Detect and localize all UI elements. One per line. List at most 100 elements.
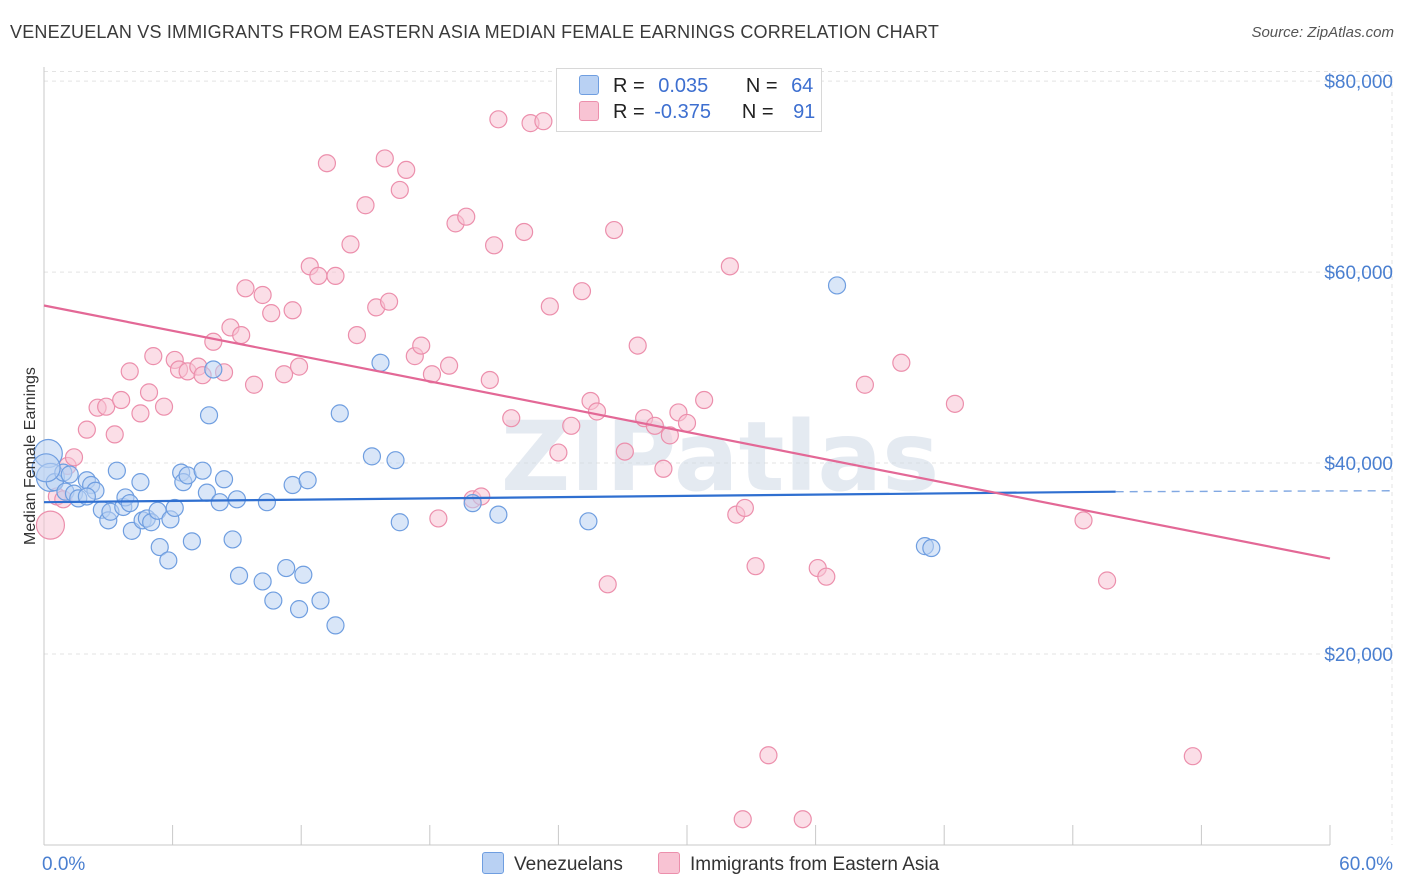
data-point: [855, 375, 874, 394]
data-point: [817, 567, 836, 586]
data-point: [326, 266, 345, 285]
data-point: [289, 357, 309, 376]
data-point: [257, 493, 277, 512]
chart-title: VENEZUELAN VS IMMIGRANTS FROM EASTERN AS…: [10, 22, 940, 42]
data-point: [232, 325, 251, 345]
data-point: [615, 442, 634, 461]
data-point: [341, 235, 360, 254]
data-point: [549, 443, 568, 462]
data-point: [182, 532, 201, 551]
data-point: [178, 466, 197, 485]
legend-label: Immigrants from Eastern Asia: [690, 854, 940, 875]
data-point: [262, 304, 281, 323]
data-point: [112, 390, 131, 410]
data-point: [35, 510, 66, 540]
data-point: [253, 572, 272, 591]
data-point: [371, 353, 390, 372]
data-point: [330, 404, 349, 423]
data-point: [439, 356, 459, 375]
data-point: [598, 575, 617, 594]
data-point: [695, 390, 714, 410]
data-point: [489, 505, 508, 524]
trend-line-venezuelans-extension: [1115, 490, 1393, 493]
series-immigrants-eastern-asia: [35, 110, 1202, 829]
x-tick-label: 60.0%: [1339, 854, 1393, 875]
data-point: [480, 370, 499, 390]
y-tick-label: $80,000: [1324, 72, 1393, 93]
data-point: [199, 406, 219, 425]
data-point: [159, 551, 178, 570]
data-point: [1074, 511, 1093, 530]
data-point: [274, 365, 294, 384]
legend-swatch-pink: [658, 852, 680, 874]
data-point: [397, 160, 416, 180]
tick-labels: $20,000 $40,000 $60,000 $80,000 0.0% 60.0%: [42, 72, 1393, 875]
data-point: [229, 566, 249, 585]
legend-r-value: 0.035: [658, 75, 709, 97]
data-point: [827, 276, 847, 295]
trend-line-immigrants: [43, 304, 1331, 560]
data-point: [253, 285, 272, 305]
data-point: [264, 591, 283, 610]
legend-n-value: 64: [791, 75, 814, 97]
legend-item-venezuelans: Venezuelans: [482, 852, 623, 876]
data-point: [390, 180, 409, 200]
data-point: [746, 557, 765, 576]
data-point: [390, 513, 409, 532]
data-point: [587, 402, 607, 421]
data-point: [677, 413, 697, 433]
data-point: [214, 470, 234, 489]
y-axis-label: Median Female Earnings: [22, 367, 39, 545]
data-point: [283, 475, 302, 495]
data-point: [654, 459, 673, 478]
data-point: [277, 558, 296, 578]
data-point: [223, 530, 242, 549]
data-point: [298, 471, 317, 490]
legend-n-value: 91: [793, 101, 816, 123]
data-point: [412, 336, 431, 355]
data-point: [922, 538, 941, 558]
legend-label: Venezuelans: [514, 854, 623, 875]
trend-line-venezuelans: [43, 490, 1116, 504]
data-point: [289, 600, 309, 619]
data-point: [148, 501, 167, 520]
data-point: [720, 257, 739, 276]
data-point: [534, 112, 553, 131]
data-point: [356, 196, 375, 215]
legend-swatch-pink: [579, 101, 599, 121]
data-point: [204, 360, 223, 379]
data-point: [60, 465, 79, 484]
legend-n-label: N =: [745, 75, 778, 97]
legend-swatch-blue: [579, 75, 599, 95]
data-point: [193, 461, 212, 480]
data-point: [120, 362, 139, 381]
data-point: [283, 301, 302, 320]
data-point: [793, 810, 812, 829]
data-point: [294, 565, 313, 584]
data-point: [1097, 571, 1117, 590]
data-point: [77, 420, 96, 439]
data-point: [540, 297, 559, 316]
data-point: [502, 409, 521, 428]
data-point: [139, 383, 159, 402]
data-point: [309, 266, 328, 285]
series-venezuelans: [31, 276, 941, 635]
data-point: [311, 591, 330, 610]
data-point: [759, 746, 778, 765]
data-point: [660, 426, 679, 445]
y-tick-label: $40,000: [1324, 454, 1393, 475]
correlation-legend: R = 0.035 N = 64 R = -0.375 N = 91: [556, 68, 822, 132]
data-point: [1183, 747, 1202, 766]
y-tick-label: $60,000: [1324, 263, 1393, 284]
data-point: [144, 347, 163, 366]
data-point: [379, 292, 399, 311]
data-point: [605, 220, 624, 240]
data-point: [515, 222, 534, 242]
legend-row-immigrants: R = -0.375 N = 91: [579, 101, 815, 127]
legend-swatch-blue: [482, 852, 504, 874]
data-point: [154, 397, 174, 416]
data-point: [485, 236, 504, 255]
data-point: [31, 453, 61, 483]
data-point: [735, 498, 754, 518]
